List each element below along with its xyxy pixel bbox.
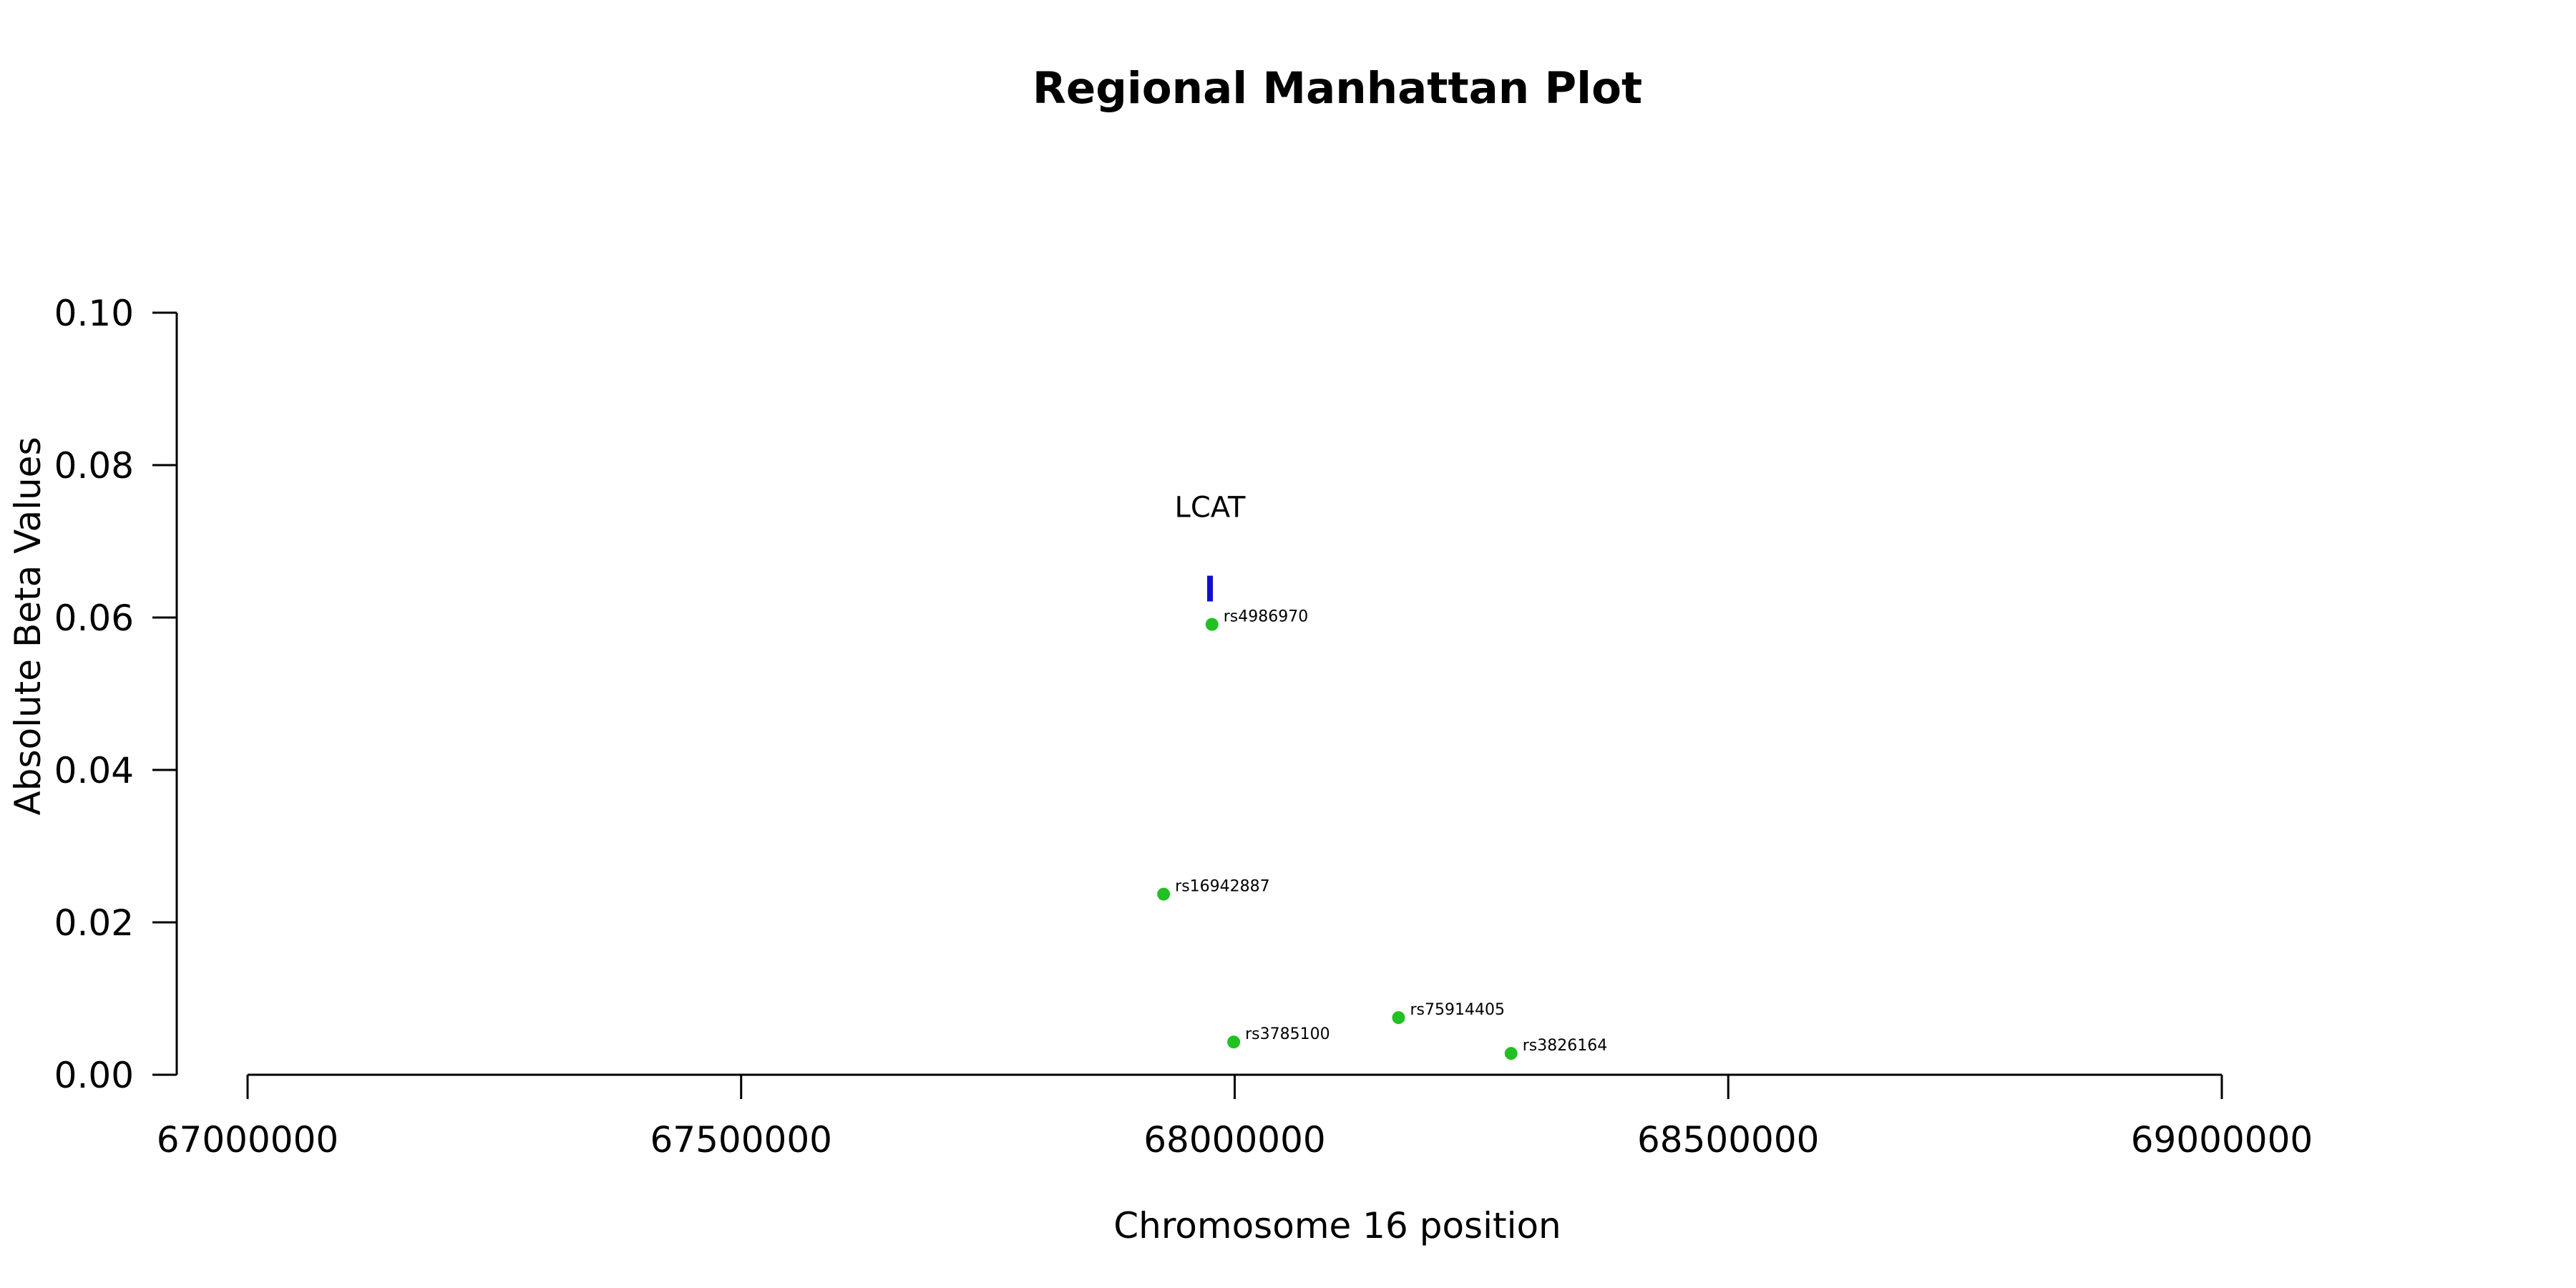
y-tick-label: 0.04 (54, 750, 134, 791)
data-point (1504, 1047, 1518, 1060)
data-point (1157, 887, 1171, 901)
y-axis-title: Absolute Beta Values (7, 437, 49, 816)
y-tick-label: 0.08 (54, 445, 134, 487)
point-label: rs16942887 (1175, 878, 1269, 896)
x-tick-label: 68000000 (1143, 1119, 1326, 1161)
x-tick-label: 68500000 (1637, 1119, 1820, 1161)
y-tick-label: 0.00 (54, 1055, 134, 1096)
y-tick-label: 0.02 (54, 902, 134, 944)
x-tick-label: 67000000 (157, 1119, 339, 1161)
x-axis: 67000000 67500000 68000000 68500000 69000000 (157, 1073, 2313, 1161)
data-points: rs4986970 rs16942887 rs75914405 rs3785100 rs… (1157, 608, 1607, 1060)
gene-label: LCAT (1175, 492, 1246, 525)
data-point (1205, 618, 1219, 631)
x-tick-label: 69000000 (2131, 1119, 2313, 1161)
gene-bar (1207, 575, 1214, 602)
data-point (1227, 1035, 1241, 1049)
y-tick-label: 0.10 (54, 293, 134, 334)
chart-title: Regional Manhattan Plot (1033, 63, 1642, 114)
y-axis: 0.00 0.02 0.04 0.06 0.08 0.10 (54, 293, 178, 1096)
x-axis-title: Chromosome 16 position (1113, 1205, 1561, 1246)
data-point (1392, 1011, 1405, 1025)
point-label: rs4986970 (1224, 608, 1309, 626)
point-label: rs3785100 (1245, 1025, 1330, 1043)
point-label: rs75914405 (1410, 1001, 1504, 1019)
point-label: rs3826164 (1523, 1037, 1608, 1055)
gene-track: LCAT (1175, 492, 1246, 602)
y-tick-label: 0.06 (54, 597, 134, 639)
x-tick-label: 67500000 (650, 1119, 833, 1161)
